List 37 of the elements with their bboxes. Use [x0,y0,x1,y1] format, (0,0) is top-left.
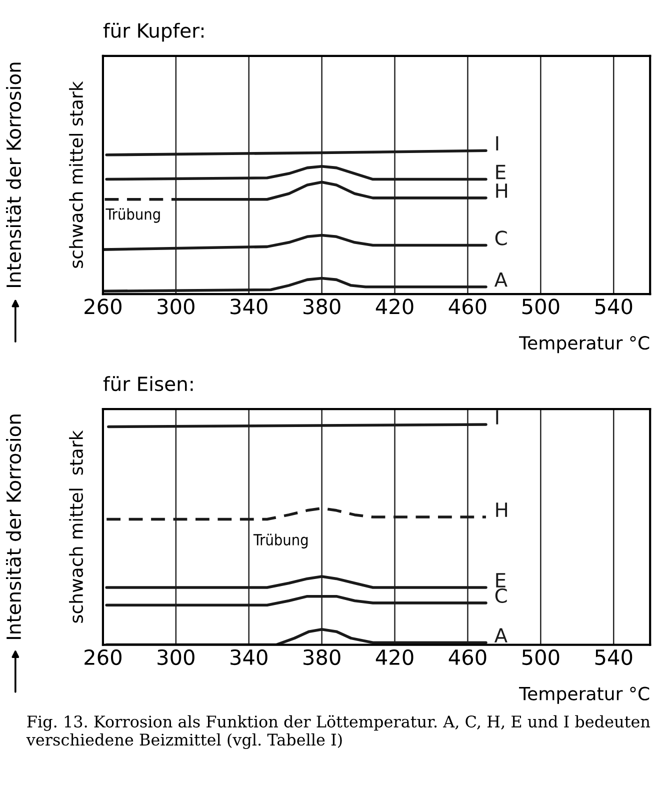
x-tick-label: 300 [158,649,194,666]
caption: Fig. 13. Korrosion als Funktion der Löttemperatur. A, C, H, E und I bedeuten verschiedene Beizmittel (vgl. Tabelle I) [26,715,650,750]
x-tick-label: 300 [158,298,194,314]
text: Intensität der Korrosion [6,62,22,287]
x-tick-label: 540 [595,649,632,666]
chart-title: für Kupfer: [103,22,204,42]
series-label: A [494,272,508,287]
series-label: A [494,628,508,642]
series-label: E [496,164,506,180]
x-tick-label: 420 [376,298,414,314]
x-tick-label: 460 [448,649,486,666]
annotation: Trübung [106,208,160,223]
x-tick-label: 460 [448,298,486,314]
series-label: C [495,230,507,246]
x-tick-label: 540 [595,298,632,314]
series-label: I [496,410,498,424]
y-axis-title: schwach mittel stark [69,430,84,623]
x-tick-label: 260 [84,298,122,314]
x-tick-label: 500 [522,649,560,666]
x-tick-label: 340 [230,649,268,666]
text: Intensität der Korrosion [6,414,22,639]
annotation: Trübung [253,534,308,548]
x-tick-label: 500 [522,298,560,314]
x-tick-label: 340 [230,298,268,314]
series-label: I [496,136,498,150]
y-axis-title: schwach mittel stark [69,81,84,268]
series-label: E [496,573,506,588]
x-tick-label: 420 [376,649,414,666]
x-tick-label: 380 [304,649,340,666]
x-tick-label: 260 [84,649,122,666]
series-label: H [496,184,508,198]
series-label: C [495,588,507,604]
x-axis-title: Temperatur °C [519,686,650,704]
chart-title: für Eisen: [103,376,193,392]
x-tick-label: 380 [304,298,340,314]
series-label: H [496,502,508,517]
x-axis-title: Temperatur °C [519,336,650,354]
